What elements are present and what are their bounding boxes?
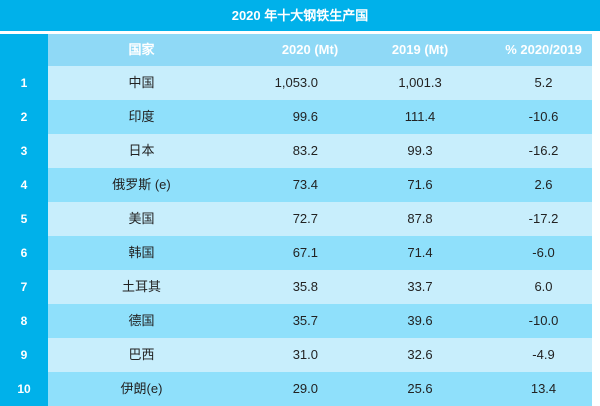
value-2019-cell: 71.6 <box>407 177 433 192</box>
rank-cell: 2 <box>0 100 48 134</box>
rank-cell: 7 <box>0 270 48 304</box>
table-row: 4 俄罗斯 (e) 73.4 71.6 2.6 <box>0 168 592 202</box>
value-2019-cell: 87.8 <box>407 211 433 226</box>
table-row: 9 巴西 31.0 32.6 -4.9 <box>0 338 592 372</box>
rank-cell: 4 <box>0 168 48 202</box>
rank-cell: 9 <box>0 338 48 372</box>
pct-change-cell: 5.2 <box>534 75 553 90</box>
country-cell: 韩国 <box>128 245 155 260</box>
rank-cell: 5 <box>0 202 48 236</box>
country-cell: 美国 <box>128 211 155 226</box>
value-2020-cell: 67.1 <box>292 245 318 260</box>
country-cell: 印度 <box>128 109 155 124</box>
value-2019-cell: 33.7 <box>407 279 433 294</box>
header-2019: 2019 (Mt) <box>391 42 449 57</box>
table-row: 1 中国 1,053.0 1,001.3 5.2 <box>0 66 592 100</box>
table-row: 2 印度 99.6 111.4 -10.6 <box>0 100 592 134</box>
header-2020: 2020 (Mt) <box>281 42 339 57</box>
header-pct: % 2020/2019 <box>505 42 582 57</box>
value-2020-cell: 72.7 <box>292 211 318 226</box>
rank-cell: 8 <box>0 304 48 338</box>
rank-cell: 6 <box>0 236 48 270</box>
table-row: 7 土耳其 35.8 33.7 6.0 <box>0 270 592 304</box>
country-cell: 巴西 <box>128 347 155 362</box>
value-2020-cell: 35.7 <box>292 313 318 328</box>
country-cell: 中国 <box>128 75 155 90</box>
pct-change-cell: -10.6 <box>528 109 559 124</box>
pct-change-cell: -16.2 <box>528 143 559 158</box>
header-row: 国家 2020 (Mt) 2019 (Mt) % 2020/2019 <box>0 34 592 66</box>
value-2020-cell: 35.8 <box>292 279 318 294</box>
table-row: 6 韩国 67.1 71.4 -6.0 <box>0 236 592 270</box>
value-2019-cell: 1,001.3 <box>398 75 442 90</box>
value-2020-cell: 29.0 <box>292 381 318 396</box>
rank-cell: 1 <box>0 66 48 100</box>
value-2019-cell: 39.6 <box>407 313 433 328</box>
pct-change-cell: -10.0 <box>528 313 559 328</box>
value-2020-cell: 83.2 <box>292 143 318 158</box>
table-row: 8 德国 35.7 39.6 -10.0 <box>0 304 592 338</box>
value-2019-cell: 99.3 <box>407 143 433 158</box>
pct-change-cell: -17.2 <box>528 211 559 226</box>
rank-cell: 10 <box>0 372 48 406</box>
country-cell: 土耳其 <box>121 279 161 294</box>
value-2019-cell: 111.4 <box>404 109 436 124</box>
pct-change-cell: 6.0 <box>534 279 553 294</box>
table-row: 10 伊朗(e) 29.0 25.6 13.4 <box>0 372 592 406</box>
pct-change-cell: 2.6 <box>534 177 553 192</box>
table-title: 2020 年十大钢铁生产国 <box>0 0 600 31</box>
pct-change-cell: -6.0 <box>532 245 555 260</box>
pct-change-cell: -4.9 <box>532 347 555 362</box>
value-2020-cell: 73.4 <box>292 177 318 192</box>
country-cell: 俄罗斯 (e) <box>112 177 171 192</box>
country-cell: 日本 <box>128 143 155 158</box>
value-2020-cell: 31.0 <box>292 347 318 362</box>
table-row: 5 美国 72.7 87.8 -17.2 <box>0 202 592 236</box>
value-2019-cell: 71.4 <box>407 245 433 260</box>
value-2020-cell: 1,053.0 <box>274 75 318 90</box>
value-2019-cell: 25.6 <box>407 381 433 396</box>
value-2020-cell: 99.6 <box>292 109 318 124</box>
table-row: 3 日本 83.2 99.3 -16.2 <box>0 134 592 168</box>
header-index <box>0 34 48 66</box>
rank-cell: 3 <box>0 134 48 168</box>
country-cell: 德国 <box>128 313 155 328</box>
header-country: 国家 <box>128 42 155 57</box>
country-cell: 伊朗(e) <box>120 381 163 396</box>
pct-change-cell: 13.4 <box>530 381 557 396</box>
value-2019-cell: 32.6 <box>407 347 433 362</box>
